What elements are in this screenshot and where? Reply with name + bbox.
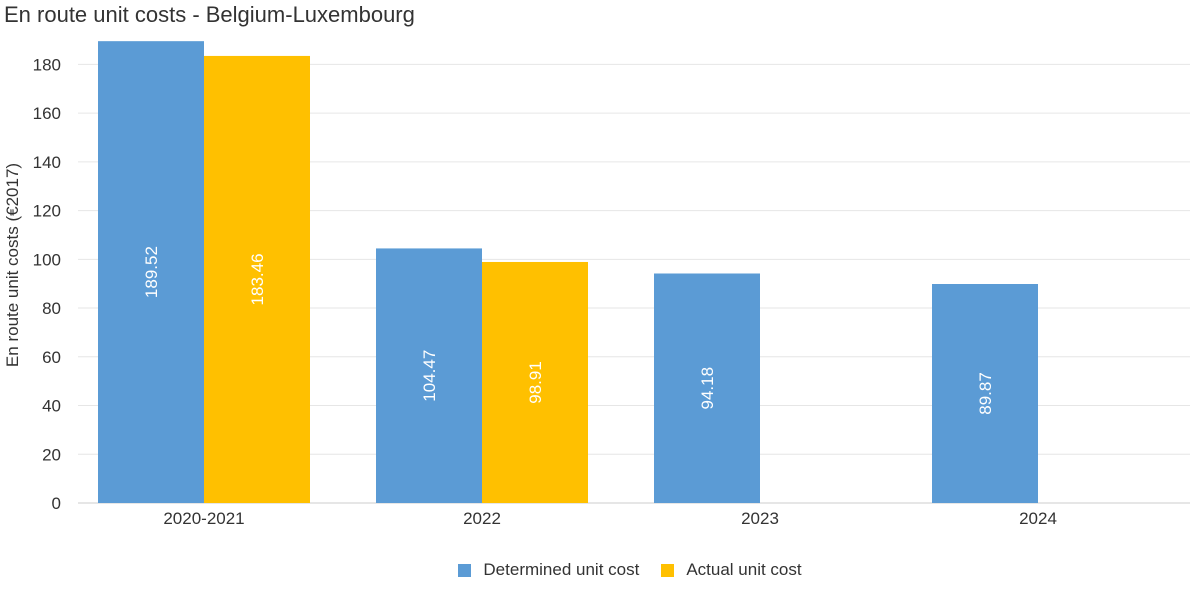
bar-determined[interactable] bbox=[932, 284, 1038, 503]
x-tick-label: 2024 bbox=[1019, 509, 1057, 528]
legend-item-actual[interactable]: Actual unit cost bbox=[661, 560, 802, 580]
bar-value-label: 183.46 bbox=[248, 253, 267, 305]
legend-label-determined: Determined unit cost bbox=[483, 560, 640, 579]
y-tick-label: 20 bbox=[42, 445, 61, 464]
bar-determined[interactable] bbox=[98, 41, 204, 504]
y-tick-label: 160 bbox=[33, 104, 61, 123]
legend-swatch-actual bbox=[661, 563, 675, 577]
y-tick-label: 60 bbox=[42, 348, 61, 367]
legend-item-determined[interactable]: Determined unit cost bbox=[458, 560, 639, 580]
bar-value-labels: 189.52 183.46 104.47 98.91 94.18 89.87 bbox=[142, 246, 995, 415]
legend-swatch-determined bbox=[458, 563, 472, 577]
x-axis-ticks: 2020-2021 2022 2023 2024 bbox=[163, 509, 1057, 528]
y-tick-label: 140 bbox=[33, 153, 61, 172]
chart-title: En route unit costs - Belgium-Luxembourg bbox=[4, 2, 415, 27]
bar-value-label: 189.52 bbox=[142, 246, 161, 298]
bar-determined[interactable] bbox=[654, 273, 760, 503]
legend-label-actual: Actual unit cost bbox=[686, 560, 802, 579]
bar-actual[interactable] bbox=[204, 55, 310, 503]
x-tick-label: 2022 bbox=[463, 509, 501, 528]
bar-actual[interactable] bbox=[482, 261, 588, 503]
y-tick-label: 0 bbox=[52, 494, 61, 513]
bars bbox=[98, 41, 1038, 504]
x-tick-label: 2020-2021 bbox=[163, 509, 244, 528]
bar-value-label: 89.87 bbox=[976, 372, 995, 415]
bar-value-label: 98.91 bbox=[526, 361, 545, 404]
bar-value-label: 104.47 bbox=[420, 350, 439, 402]
x-tick-label: 2023 bbox=[741, 509, 779, 528]
y-tick-label: 100 bbox=[33, 250, 61, 269]
y-axis-title: En route unit costs (€2017) bbox=[3, 163, 22, 367]
y-axis-ticks: 0 20 40 60 80 100 120 140 160 180 bbox=[33, 55, 61, 513]
bar-value-label: 94.18 bbox=[698, 367, 717, 410]
y-tick-label: 180 bbox=[33, 55, 61, 74]
y-tick-label: 120 bbox=[33, 202, 61, 221]
y-tick-label: 40 bbox=[42, 397, 61, 416]
y-tick-label: 80 bbox=[42, 299, 61, 318]
bar-determined[interactable] bbox=[376, 248, 482, 503]
legend: Determined unit cost Actual unit cost bbox=[0, 560, 1200, 580]
